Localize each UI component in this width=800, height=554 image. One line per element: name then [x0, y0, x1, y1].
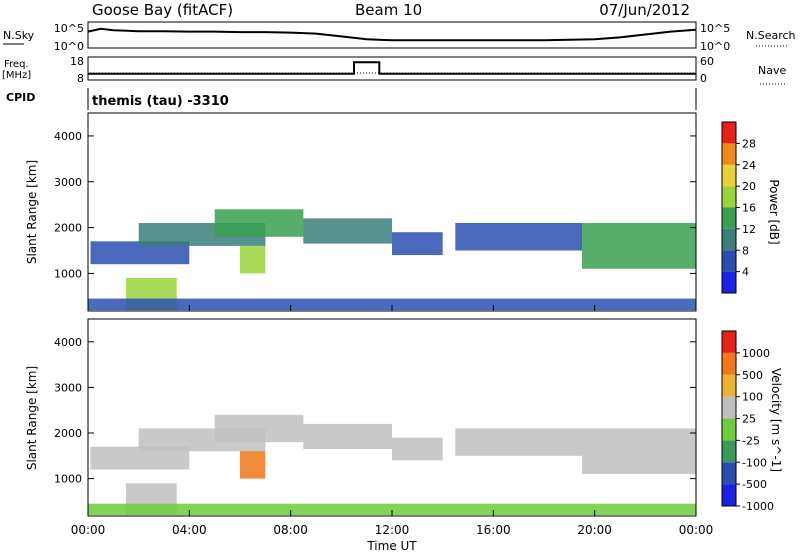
- velocity-scatter-region-8: [240, 451, 266, 479]
- x-tick-label-6: 00:00: [679, 523, 714, 537]
- velocity-colorbar-tick-label-5: -100: [742, 456, 767, 469]
- velocity-y-ticks: 4000 3000 2000 1000: [54, 336, 696, 486]
- freq-label-line2: [MHz]: [2, 70, 31, 81]
- noise-panel: [87, 21, 697, 49]
- power-y-axis-label: Slant Range [km]: [25, 160, 39, 264]
- power-ytick-label-3: 1000: [54, 267, 82, 280]
- x-tick-label-1: 04:00: [172, 523, 207, 537]
- velocity-scatter-region-0: [90, 446, 190, 470]
- velocity-scatter-region-4: [392, 437, 443, 461]
- power-colorbar-label: Power [dB]: [767, 179, 781, 244]
- nave-tick-bottom: 0: [700, 72, 707, 85]
- x-tick-label-3: 12:00: [375, 523, 410, 537]
- power-scatter-region-8: [240, 245, 266, 274]
- power-scatter-region-6: [582, 223, 696, 269]
- velocity-colorbar-tick-label-3: 25: [742, 413, 756, 426]
- x-tick-label-2: 08:00: [273, 523, 308, 537]
- power-scatter-region-3: [303, 218, 392, 244]
- velocity-colorbar-swatch-1: [722, 462, 736, 485]
- power-colorbar-swatch-0: [722, 271, 736, 293]
- noise-series-line: [87, 27, 697, 42]
- power-colorbar-tick-label-4: 12: [742, 223, 756, 236]
- velocity-ytick-label-2: 2000: [54, 427, 82, 440]
- x-tick-label-5: 20:00: [577, 523, 612, 537]
- power-scatter-region-2: [214, 209, 304, 237]
- velocity-ytick-label-3: 1000: [54, 473, 82, 486]
- power-scatter-region-4: [392, 232, 443, 256]
- freq-series-line: [88, 61, 696, 75]
- power-colorbar-swatch-7: [722, 122, 736, 144]
- power-colorbar-tick-label-0: 28: [742, 137, 756, 150]
- noise-right-tick-bottom: 10^0: [700, 40, 730, 53]
- power-colorbar-tick-label-3: 16: [742, 202, 756, 215]
- freq-left-tick-top: 18: [70, 55, 84, 68]
- power-y-ticks: 4000 3000 2000 1000: [54, 130, 696, 280]
- velocity-colorbar-swatch-5: [722, 374, 736, 397]
- power-colorbar-swatch-1: [722, 250, 736, 272]
- noise-left-tick-bottom: 10^0: [54, 40, 84, 53]
- power-colorbar-swatch-6: [722, 143, 736, 165]
- velocity-data-layer: [88, 414, 696, 516]
- power-panel-frame: [87, 112, 697, 312]
- power-ytick-label-0: 4000: [54, 130, 82, 143]
- noise-left-label: N.Sky: [3, 29, 35, 42]
- velocity-colorbar-tick-label-0: 1000: [742, 347, 770, 360]
- velocity-scatter-region-3: [303, 423, 392, 449]
- velocity-colorbar-tick-label-1: 500: [742, 369, 763, 382]
- nave-tick-top: 60: [700, 55, 714, 68]
- velocity-ytick-label-1: 3000: [54, 381, 82, 394]
- power-colorbar-swatch-3: [722, 207, 736, 229]
- power-colorbar-tick-label-2: 20: [742, 180, 756, 193]
- velocity-colorbar-swatch-7: [722, 331, 736, 353]
- nave-label: Nave: [758, 64, 786, 77]
- power-scatter-region-5: [455, 223, 582, 251]
- velocity-colorbar-swatch-0: [722, 484, 736, 506]
- power-colorbar-swatch-2: [722, 228, 736, 251]
- cpid-program: themis (tau) -3310: [92, 94, 229, 109]
- power-scatter-region-9: [88, 298, 696, 311]
- velocity-colorbar-tick-label-4: -25: [742, 434, 760, 447]
- velocity-colorbar-swatch-3: [722, 418, 736, 441]
- x-tick-label-4: 16:00: [476, 523, 511, 537]
- x-axis-ticks: 00:00 04:00 08:00 12:00 16:00 20:00 00:00: [71, 305, 714, 537]
- power-ytick-label-2: 2000: [54, 222, 82, 235]
- velocity-colorbar-label: Velocity [m s^-1]: [769, 368, 783, 472]
- power-colorbar-swatch-4: [722, 186, 736, 208]
- velocity-colorbar: 1000 500 100 25 -25 -100 -500 -1000: [721, 330, 774, 513]
- beam-title: Beam 10: [355, 1, 422, 19]
- velocity-colorbar-tick-label-6: -500: [742, 478, 767, 491]
- noise-right-tick-top: 10^5: [700, 22, 730, 35]
- date-title: 07/Jun/2012: [599, 1, 690, 19]
- velocity-colorbar-swatch-2: [722, 440, 736, 463]
- power-colorbar-tick-label-6: 4: [742, 266, 749, 279]
- noise-left-tick-top: 10^5: [54, 22, 84, 35]
- velocity-colorbar-tick-label-2: 100: [742, 391, 763, 404]
- power-data-layer: [88, 209, 696, 311]
- velocity-panel-frame: [87, 318, 697, 517]
- freq-panel: [87, 56, 697, 81]
- freq-label-line1: Freq.: [4, 59, 29, 70]
- x-tick-label-0: 00:00: [71, 523, 106, 537]
- power-scatter-region-0: [90, 241, 190, 265]
- power-colorbar-tick-label-5: 8: [742, 244, 749, 257]
- velocity-colorbar-tick-label-7: -1000: [742, 500, 774, 513]
- power-colorbar-swatch-5: [722, 164, 736, 187]
- power-colorbar: 28 24 20 16 12 8 4: [721, 121, 756, 294]
- velocity-scatter-region-9: [88, 503, 696, 516]
- x-axis-label: Time UT: [366, 539, 417, 553]
- power-ytick-label-1: 3000: [54, 176, 82, 189]
- velocity-scatter-region-6: [582, 428, 696, 474]
- velocity-scatter-region-2: [214, 414, 304, 443]
- station-title: Goose Bay (fitACF): [92, 1, 233, 19]
- freq-left-tick-bottom: 8: [77, 72, 84, 85]
- cpid-label: CPID: [6, 91, 35, 104]
- velocity-colorbar-swatch-6: [722, 352, 736, 375]
- velocity-ytick-label-0: 4000: [54, 336, 82, 349]
- power-colorbar-tick-label-1: 24: [742, 159, 756, 172]
- velocity-y-axis-label: Slant Range [km]: [25, 366, 39, 470]
- velocity-scatter-region-5: [455, 428, 582, 456]
- velocity-colorbar-swatch-4: [722, 396, 736, 419]
- noise-right-label: N.Search: [746, 29, 796, 42]
